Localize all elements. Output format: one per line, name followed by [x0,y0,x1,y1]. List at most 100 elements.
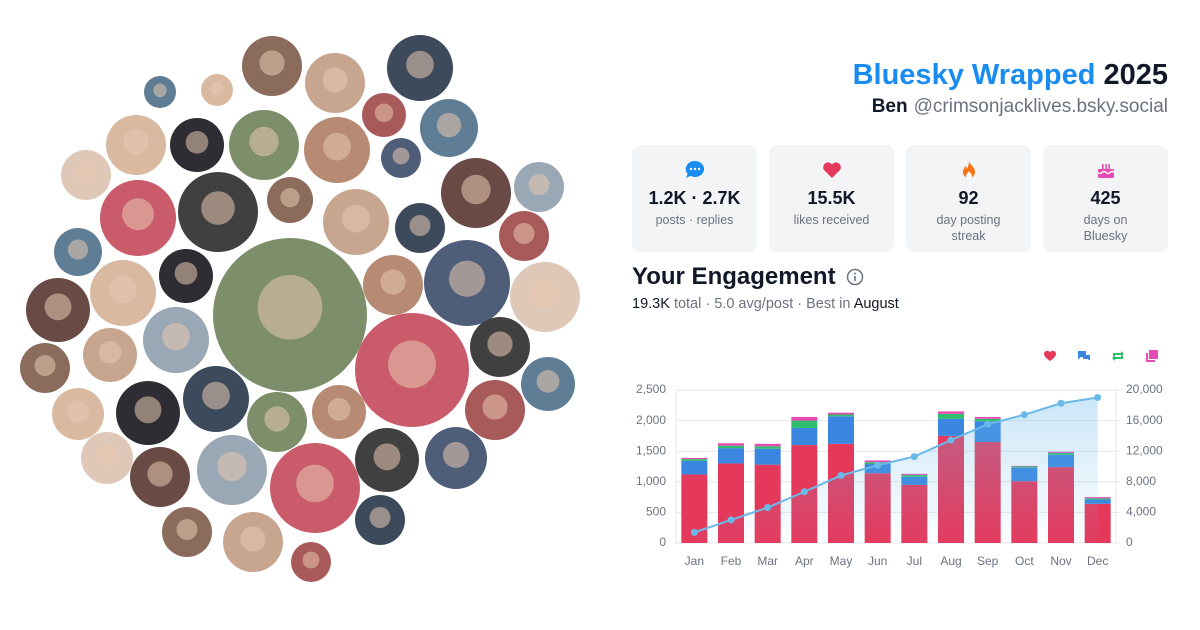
avatar-face [302,551,320,569]
y-tick-label: 1,000 [636,474,666,488]
avatar-face [217,451,247,482]
bar-segment[interactable] [718,443,744,446]
avatar-face [536,369,560,393]
avatar-face [201,191,235,225]
avatar-face [185,130,209,154]
y2-tick-label: 0 [1126,535,1133,549]
info-icon[interactable] [846,268,864,286]
y-tick-label: 1,500 [636,443,666,457]
line-area [694,397,1098,543]
avatar-face [67,239,89,260]
avatar-face [75,162,97,183]
x-tick-label: Sep [977,554,999,568]
stat-card: 92 day posting streak [906,145,1031,252]
y-tick-label: 2,000 [636,413,666,427]
legend-toggle[interactable] [1043,350,1057,361]
x-tick-label: May [830,554,853,568]
stat-cards: 1.2K · 2.7K posts · replies 15.5K likes … [632,145,1168,252]
y-tick-label: 500 [646,505,666,519]
bar-segment[interactable] [754,448,781,465]
avatar-face [436,112,462,138]
legend-icon[interactable] [1112,351,1124,361]
x-tick-label: Jun [868,554,887,568]
avatar-face [96,444,118,467]
likes-icon [822,162,841,178]
legend-icon[interactable] [1078,351,1090,361]
bar-segment[interactable] [828,416,854,444]
x-tick-label: Nov [1050,554,1071,568]
avatar-face [98,340,122,364]
bar-segment[interactable] [718,448,744,464]
line-point [800,488,808,496]
legend-toggle[interactable] [1112,351,1124,361]
avatar-face [257,274,323,340]
avatar-cloud [20,35,580,582]
avatar-face [513,223,535,244]
avatar-face [259,50,285,76]
y2-tick-label: 8,000 [1126,474,1156,488]
avatar-face [392,147,410,165]
x-tick-label: Oct [1015,554,1034,568]
user: Ben @crimsonjacklives.bsky.social [853,93,1168,121]
engagement-title: Your Engagement [632,263,836,290]
legend-toggle[interactable] [1078,351,1090,361]
bar-segment[interactable] [681,457,708,460]
bar-segment[interactable] [681,460,708,475]
bar-segment[interactable] [974,416,1001,419]
legend-icon[interactable] [1146,350,1158,362]
bar-segment[interactable] [791,416,818,421]
avatar-face [280,188,300,208]
bar-segment[interactable] [938,413,964,419]
bar-segment[interactable] [938,418,964,436]
y2-tick-label: 16,000 [1126,413,1163,427]
avatar-face [448,260,486,297]
bar-segment[interactable] [791,420,818,428]
header: Bluesky Wrapped 2025 Ben @crimsonjacklive… [853,58,1168,121]
avatar-face [530,278,560,309]
line-point [727,516,735,524]
bar-segment[interactable] [828,414,854,417]
bar-segment[interactable] [938,411,964,414]
avatar-face [34,355,56,376]
avatar-face [322,67,348,93]
avatar-face [369,507,391,528]
stat-value: 15.5K [807,188,856,208]
stat-label: posts · replies [655,213,734,227]
line-point [764,504,772,512]
bar-segment[interactable] [974,418,1001,422]
line-point [1020,411,1028,419]
avatar-face [442,441,470,468]
x-tick-label: Apr [795,554,814,568]
avatar-face [240,526,266,552]
bar-segment[interactable] [864,460,891,463]
x-tick-label: Aug [940,554,961,568]
bar-segment[interactable] [754,446,781,449]
bar-segment[interactable] [828,412,854,415]
avatar-face [264,406,290,432]
line-point [874,461,882,469]
avatar-face [176,519,198,540]
avatar-face [487,331,513,357]
avatar-face [296,464,334,503]
avatar-face [134,396,162,424]
bar-segment[interactable] [718,445,744,449]
bar-segment[interactable] [681,459,708,461]
streak-icon [962,161,975,179]
legend-icon[interactable] [1043,350,1057,361]
line-point [1094,394,1102,402]
avatar-face [409,215,431,236]
x-tick-label: Jul [907,554,922,568]
legend-toggle[interactable] [1146,350,1158,362]
app-title: Bluesky Wrapped [852,59,1096,91]
engagement-heading: Your Engagement [632,262,899,292]
best-month: August [853,296,899,312]
bar-segment[interactable] [791,427,818,446]
avatar-face [122,198,154,231]
x-tick-label: Jan [685,554,704,568]
line [694,396,1098,534]
y-tick-label: 2,500 [636,382,666,396]
bar-segment[interactable] [754,443,781,447]
user-name: Ben [871,96,908,117]
engagement-summary: 19.3K total · 5.0 avg/post · Best in Aug… [632,296,899,312]
